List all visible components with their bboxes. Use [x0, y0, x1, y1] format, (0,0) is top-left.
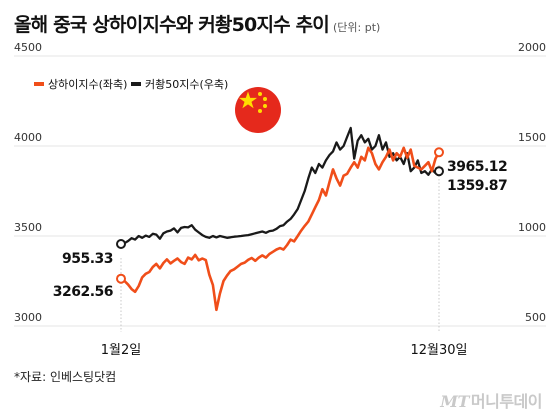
logo-mark: MT — [440, 392, 469, 411]
x-axis: 1월2일 12월30일 — [101, 165, 468, 358]
flag-small-star-icon-1 — [258, 92, 262, 96]
publisher-logo: MT 머니투데이 — [440, 388, 542, 412]
left-axis: 3000 3500 4000 4500 — [14, 41, 42, 324]
y-right-tick-label: 1500 — [518, 131, 546, 144]
gridlines — [14, 55, 546, 327]
legend-label-star50: 커촹50지수(우축) — [145, 78, 228, 91]
legend: 상하이지수(좌축) 커촹50지수(우축) — [34, 77, 228, 91]
china-flag-badge — [235, 87, 281, 133]
data-label-star50-end: 1359.87 — [447, 178, 507, 194]
flag-small-star-icon-3 — [263, 104, 267, 108]
marker-shanghai-start — [116, 273, 126, 284]
series-line-shanghai — [120, 146, 441, 312]
marker-shanghai-end — [434, 147, 444, 158]
right-axis: 500 1000 1500 2000 — [518, 41, 546, 324]
source-note: *자료: 인베스팅닷컴 — [14, 370, 117, 384]
x-tick-label-start: 1월2일 — [101, 343, 141, 358]
flag-small-star-icon-2 — [263, 97, 267, 101]
marker-star50-start — [116, 239, 126, 249]
data-label-star50-start: 955.33 — [62, 251, 113, 267]
unit-note: (단위: pt) — [332, 21, 381, 34]
flag-small-star-icon-4 — [258, 109, 262, 113]
flag-circle — [235, 87, 281, 133]
y-right-tick-label: 500 — [525, 311, 546, 324]
y-left-tick-label: 3500 — [14, 221, 42, 234]
title-text: 올해 중국 상하이지수와 커촹50지수 추이 — [14, 14, 330, 36]
data-label-shanghai-end: 3965.12 — [447, 159, 507, 175]
y-right-tick-label: 2000 — [518, 41, 546, 54]
marker-star50-end — [434, 166, 444, 177]
y-right-tick-label: 1000 — [518, 221, 546, 234]
data-label-shanghai-start: 3262.56 — [53, 284, 113, 300]
x-tick-label-end: 12월30일 — [410, 343, 467, 358]
y-left-tick-label: 4000 — [14, 131, 42, 144]
y-left-tick-label: 4500 — [14, 41, 42, 54]
flag-big-star-icon — [239, 91, 257, 109]
series-line-star50 — [120, 126, 440, 246]
logo-name: 머니투데이 — [470, 392, 543, 411]
chart-title: 올해 중국 상하이지수와 커촹50지수 추이 (단위: pt) — [14, 10, 380, 37]
legend-label-shanghai: 상하이지수(좌축) — [48, 77, 127, 91]
y-left-tick-label: 3000 — [14, 311, 42, 324]
